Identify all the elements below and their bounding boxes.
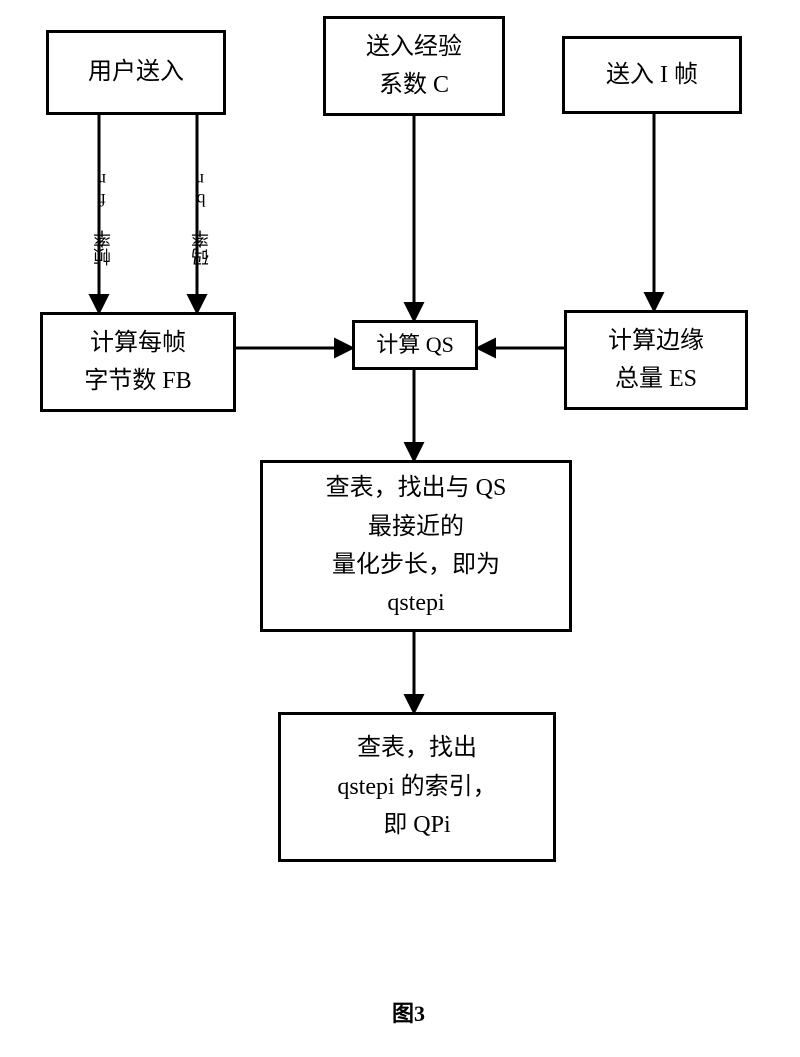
node-iframe-input: 送入 I 帧 [562, 36, 742, 114]
node-text: 查表，找出与 QS最接近的量化步长，即为qstepi [326, 469, 507, 623]
node-text: 送入 I 帧 [606, 56, 698, 94]
node-text: 查表，找出qstepi 的索引，即 QPi [337, 729, 496, 844]
node-calc-fb: 计算每帧字节数 FB [40, 312, 236, 412]
edge-label-br: 码率 br [188, 170, 214, 266]
node-coeff-input: 送入经验系数 C [323, 16, 505, 116]
node-user-input: 用户送入 [46, 30, 226, 115]
node-calc-qs: 计算 QS [352, 320, 478, 370]
node-text: 计算每帧字节数 FB [84, 324, 191, 401]
node-calc-es: 计算边缘总量 ES [564, 310, 748, 410]
node-text: 用户送入 [88, 53, 184, 91]
node-lookup-qstepi: 查表，找出与 QS最接近的量化步长，即为qstepi [260, 460, 572, 632]
node-lookup-qpi: 查表，找出qstepi 的索引，即 QPi [278, 712, 556, 862]
node-text: 计算 QS [376, 327, 454, 362]
edge-label-fr: 帧率 fr [90, 170, 116, 266]
node-text: 计算边缘总量 ES [608, 322, 704, 399]
figure-label: 图3 [392, 996, 425, 1028]
node-text: 送入经验系数 C [366, 28, 462, 105]
